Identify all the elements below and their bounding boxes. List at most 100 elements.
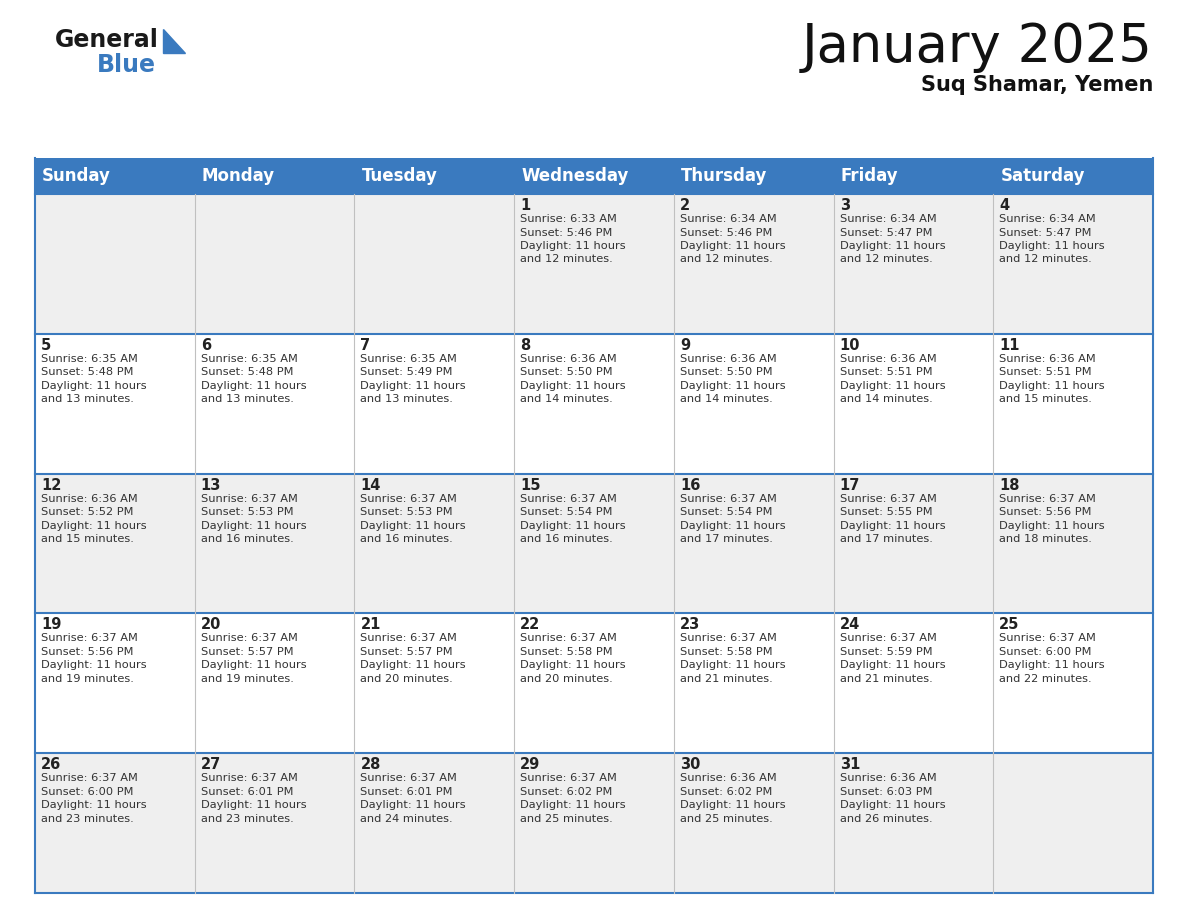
- Text: 14: 14: [360, 477, 381, 493]
- Text: and 12 minutes.: and 12 minutes.: [999, 254, 1092, 264]
- Bar: [34, 158, 1154, 194]
- Text: Wednesday: Wednesday: [522, 167, 628, 185]
- Text: 2: 2: [680, 198, 690, 213]
- Text: Daylight: 11 hours: Daylight: 11 hours: [840, 241, 946, 251]
- Text: Sunset: 5:59 PM: Sunset: 5:59 PM: [840, 647, 933, 657]
- Text: Sunset: 5:54 PM: Sunset: 5:54 PM: [520, 507, 613, 517]
- Text: Daylight: 11 hours: Daylight: 11 hours: [360, 381, 466, 391]
- Text: Sunset: 5:51 PM: Sunset: 5:51 PM: [999, 367, 1092, 377]
- Text: Sunrise: 6:37 AM: Sunrise: 6:37 AM: [999, 633, 1097, 644]
- Text: and 17 minutes.: and 17 minutes.: [680, 534, 772, 544]
- Text: Daylight: 11 hours: Daylight: 11 hours: [680, 800, 785, 811]
- Text: Daylight: 11 hours: Daylight: 11 hours: [201, 800, 307, 811]
- Text: and 16 minutes.: and 16 minutes.: [520, 534, 613, 544]
- Text: 24: 24: [840, 618, 860, 633]
- Text: and 21 minutes.: and 21 minutes.: [840, 674, 933, 684]
- Text: Daylight: 11 hours: Daylight: 11 hours: [201, 521, 307, 531]
- Text: Sunrise: 6:37 AM: Sunrise: 6:37 AM: [680, 633, 777, 644]
- Text: and 14 minutes.: and 14 minutes.: [680, 395, 772, 404]
- Text: Thursday: Thursday: [681, 167, 767, 185]
- Bar: [34, 334, 1154, 474]
- Text: 9: 9: [680, 338, 690, 353]
- Text: Daylight: 11 hours: Daylight: 11 hours: [520, 381, 626, 391]
- Text: Daylight: 11 hours: Daylight: 11 hours: [999, 521, 1105, 531]
- Text: Sunrise: 6:37 AM: Sunrise: 6:37 AM: [201, 633, 297, 644]
- Text: Daylight: 11 hours: Daylight: 11 hours: [42, 381, 146, 391]
- Text: Sunset: 5:46 PM: Sunset: 5:46 PM: [520, 228, 613, 238]
- Bar: [34, 613, 1154, 753]
- Text: Sunrise: 6:33 AM: Sunrise: 6:33 AM: [520, 214, 617, 224]
- Text: 28: 28: [360, 757, 381, 772]
- Text: Daylight: 11 hours: Daylight: 11 hours: [840, 521, 946, 531]
- Text: and 20 minutes.: and 20 minutes.: [520, 674, 613, 684]
- Text: Sunrise: 6:35 AM: Sunrise: 6:35 AM: [201, 353, 297, 364]
- Text: 22: 22: [520, 618, 541, 633]
- Text: Sunset: 6:01 PM: Sunset: 6:01 PM: [201, 787, 293, 797]
- Text: Sunrise: 6:34 AM: Sunrise: 6:34 AM: [999, 214, 1097, 224]
- Text: Daylight: 11 hours: Daylight: 11 hours: [360, 521, 466, 531]
- Text: Daylight: 11 hours: Daylight: 11 hours: [999, 241, 1105, 251]
- Text: Sunday: Sunday: [42, 167, 110, 185]
- Text: and 16 minutes.: and 16 minutes.: [360, 534, 453, 544]
- Text: Sunset: 5:56 PM: Sunset: 5:56 PM: [999, 507, 1092, 517]
- Text: and 25 minutes.: and 25 minutes.: [520, 813, 613, 823]
- Text: Sunrise: 6:37 AM: Sunrise: 6:37 AM: [360, 773, 457, 783]
- Text: 27: 27: [201, 757, 221, 772]
- Text: 23: 23: [680, 618, 700, 633]
- Text: and 16 minutes.: and 16 minutes.: [201, 534, 293, 544]
- Text: 5: 5: [42, 338, 51, 353]
- Text: Daylight: 11 hours: Daylight: 11 hours: [680, 660, 785, 670]
- Text: Sunset: 6:00 PM: Sunset: 6:00 PM: [42, 787, 133, 797]
- Text: Sunset: 5:52 PM: Sunset: 5:52 PM: [42, 507, 133, 517]
- Text: 3: 3: [840, 198, 849, 213]
- Text: Sunrise: 6:34 AM: Sunrise: 6:34 AM: [840, 214, 936, 224]
- Text: Sunrise: 6:36 AM: Sunrise: 6:36 AM: [520, 353, 617, 364]
- Text: Sunrise: 6:37 AM: Sunrise: 6:37 AM: [520, 773, 617, 783]
- Text: 4: 4: [999, 198, 1010, 213]
- Text: Blue: Blue: [97, 53, 156, 77]
- Text: and 26 minutes.: and 26 minutes.: [840, 813, 933, 823]
- Text: Sunrise: 6:37 AM: Sunrise: 6:37 AM: [840, 633, 936, 644]
- Text: 26: 26: [42, 757, 62, 772]
- Text: Sunrise: 6:37 AM: Sunrise: 6:37 AM: [840, 494, 936, 504]
- Text: and 15 minutes.: and 15 minutes.: [42, 534, 134, 544]
- Text: Sunset: 5:54 PM: Sunset: 5:54 PM: [680, 507, 772, 517]
- Text: and 13 minutes.: and 13 minutes.: [360, 395, 454, 404]
- Text: Daylight: 11 hours: Daylight: 11 hours: [840, 660, 946, 670]
- Text: 21: 21: [360, 618, 381, 633]
- Text: 25: 25: [999, 618, 1019, 633]
- Text: Sunrise: 6:34 AM: Sunrise: 6:34 AM: [680, 214, 777, 224]
- Text: Sunrise: 6:37 AM: Sunrise: 6:37 AM: [42, 773, 138, 783]
- Text: Sunset: 5:49 PM: Sunset: 5:49 PM: [360, 367, 453, 377]
- Text: Sunset: 5:48 PM: Sunset: 5:48 PM: [201, 367, 293, 377]
- Text: Sunrise: 6:37 AM: Sunrise: 6:37 AM: [360, 494, 457, 504]
- Text: 30: 30: [680, 757, 700, 772]
- Text: Daylight: 11 hours: Daylight: 11 hours: [520, 521, 626, 531]
- Text: Sunset: 5:46 PM: Sunset: 5:46 PM: [680, 228, 772, 238]
- Text: January 2025: January 2025: [802, 21, 1154, 73]
- Text: and 13 minutes.: and 13 minutes.: [201, 395, 293, 404]
- Text: 31: 31: [840, 757, 860, 772]
- Text: and 17 minutes.: and 17 minutes.: [840, 534, 933, 544]
- Text: and 25 minutes.: and 25 minutes.: [680, 813, 772, 823]
- Text: Daylight: 11 hours: Daylight: 11 hours: [360, 800, 466, 811]
- Text: General: General: [55, 28, 159, 52]
- Text: Daylight: 11 hours: Daylight: 11 hours: [680, 521, 785, 531]
- Text: Sunrise: 6:35 AM: Sunrise: 6:35 AM: [42, 353, 138, 364]
- Text: Daylight: 11 hours: Daylight: 11 hours: [840, 381, 946, 391]
- Text: Sunset: 5:57 PM: Sunset: 5:57 PM: [201, 647, 293, 657]
- Text: and 18 minutes.: and 18 minutes.: [999, 534, 1092, 544]
- Text: Sunset: 5:51 PM: Sunset: 5:51 PM: [840, 367, 933, 377]
- Text: Daylight: 11 hours: Daylight: 11 hours: [520, 800, 626, 811]
- Text: 11: 11: [999, 338, 1019, 353]
- Text: 10: 10: [840, 338, 860, 353]
- Text: Sunset: 6:02 PM: Sunset: 6:02 PM: [680, 787, 772, 797]
- Text: and 21 minutes.: and 21 minutes.: [680, 674, 772, 684]
- Text: Sunset: 5:47 PM: Sunset: 5:47 PM: [840, 228, 933, 238]
- Polygon shape: [163, 29, 185, 53]
- Text: Sunrise: 6:37 AM: Sunrise: 6:37 AM: [999, 494, 1097, 504]
- Text: and 20 minutes.: and 20 minutes.: [360, 674, 453, 684]
- Text: Sunrise: 6:36 AM: Sunrise: 6:36 AM: [42, 494, 138, 504]
- Text: 15: 15: [520, 477, 541, 493]
- Bar: [34, 474, 1154, 613]
